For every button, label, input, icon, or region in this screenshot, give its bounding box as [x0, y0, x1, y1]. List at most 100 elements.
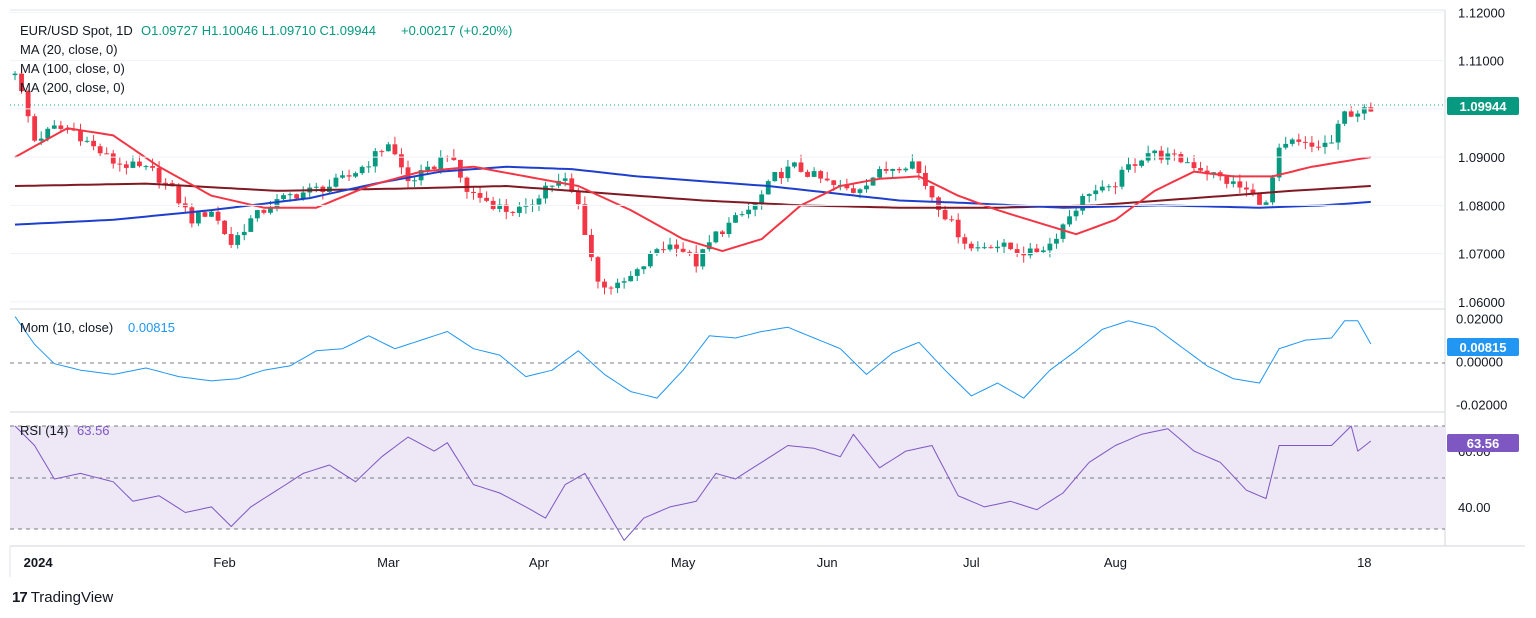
candle-body — [1289, 139, 1295, 144]
candle-body — [228, 234, 234, 245]
time-tick-label: 2024 — [24, 555, 54, 570]
candle-body — [58, 125, 64, 129]
candle-body — [995, 246, 1000, 249]
candle-body — [1368, 107, 1374, 112]
candle-body — [412, 180, 417, 182]
candle-body — [988, 247, 994, 249]
candle-body — [425, 166, 431, 171]
candle-body — [12, 73, 18, 76]
candle-body — [975, 247, 981, 249]
candle-body — [667, 244, 673, 250]
rsi-legend-label[interactable]: RSI (14) — [20, 423, 68, 438]
candle-body — [752, 203, 758, 210]
candle-body — [45, 128, 51, 139]
candle-body — [857, 189, 863, 193]
price-tick-label: 1.08000 — [1458, 198, 1505, 213]
candle-body — [772, 171, 778, 182]
candle-body — [628, 275, 634, 282]
candle-body — [824, 178, 830, 181]
candle-body — [739, 214, 745, 216]
candle-body — [97, 146, 103, 154]
candle-body — [471, 191, 476, 194]
candle-body — [209, 211, 214, 217]
ma20-line — [14, 127, 1371, 253]
candle-body — [281, 195, 286, 200]
candle-body — [647, 253, 653, 267]
candle-body — [680, 248, 686, 252]
price-tick-label: 1.12000 — [1458, 5, 1505, 20]
rsi-value-tag-text: 63.56 — [1467, 436, 1500, 451]
candle-body — [150, 166, 155, 168]
candle-body — [1099, 186, 1105, 191]
candle-body — [968, 243, 974, 249]
candle-body — [641, 266, 647, 270]
candle-body — [137, 161, 142, 167]
candle-body — [1047, 243, 1053, 251]
price-tick-label: 1.11000 — [1458, 54, 1504, 69]
candle-body — [621, 281, 627, 283]
candle-body — [844, 184, 850, 189]
candle-body — [949, 219, 955, 221]
candle-body — [1191, 162, 1197, 169]
candle-body — [117, 163, 123, 165]
candle-body — [746, 209, 751, 215]
candle-body — [1165, 153, 1171, 160]
candle-body — [1283, 143, 1289, 148]
moving-averages-layer — [14, 127, 1371, 253]
candle-body — [1348, 111, 1354, 117]
candle-body — [1067, 216, 1072, 225]
candle-body — [1329, 142, 1334, 144]
candle-body — [300, 192, 306, 199]
candle-body — [582, 204, 588, 235]
mom-legend: Mom (10, close) 0.00815 — [20, 320, 175, 335]
candle-body — [202, 212, 208, 217]
mom-value-tag-text: 0.00815 — [1460, 340, 1507, 355]
ma20-legend[interactable]: MA (20, close, 0) — [20, 42, 118, 57]
price-axis: 1.120001.110001.100001.090001.080001.070… — [10, 5, 1505, 310]
symbol-label[interactable]: EUR/USD Spot, 1D — [20, 23, 133, 38]
candle-body — [1152, 150, 1158, 154]
candle-body — [1086, 194, 1092, 196]
candle-body — [903, 168, 909, 171]
candle-body — [346, 175, 352, 177]
ma100-legend[interactable]: MA (100, close, 0) — [20, 61, 125, 76]
candle-body — [38, 138, 44, 141]
candle-body — [464, 177, 470, 192]
candle-body — [805, 171, 810, 177]
candle-body — [84, 140, 90, 142]
candle-body — [798, 162, 804, 172]
mom-legend-label[interactable]: Mom (10, close) — [20, 320, 113, 335]
momentum-line — [14, 316, 1372, 399]
candle-body — [241, 231, 247, 236]
candle-body — [359, 166, 365, 174]
candle-body — [1270, 177, 1275, 203]
candle-body — [1302, 141, 1308, 143]
time-tick-label: Feb — [213, 555, 235, 570]
price-tick-label: 1.07000 — [1458, 247, 1505, 262]
change-value: +0.00217 (+0.20%) — [401, 23, 512, 38]
candle-body — [340, 175, 345, 178]
tradingview-logo-text: TradingView — [30, 589, 114, 606]
ma200-legend[interactable]: MA (200, close, 0) — [20, 80, 125, 95]
rsi-tick-label: 40.00 — [1458, 500, 1491, 515]
candle-body — [536, 198, 542, 205]
candle-body — [438, 156, 444, 169]
candle-body — [1355, 113, 1361, 117]
candle-body — [1027, 248, 1033, 256]
candle-body — [123, 164, 129, 168]
candle-body — [1296, 139, 1302, 142]
panel-frames — [9, 9, 1525, 577]
candle-body — [1106, 186, 1112, 188]
candle-body — [1001, 242, 1007, 247]
candle-body — [733, 215, 738, 223]
candle-body — [1040, 250, 1046, 253]
candle-body — [294, 194, 300, 199]
mom-legend-value: 0.00815 — [128, 320, 175, 335]
candle-body — [25, 91, 31, 117]
candle-body — [720, 231, 725, 235]
candle-body — [254, 210, 260, 219]
tradingview-logo[interactable]: 17 TradingView — [12, 589, 113, 606]
time-tick-label: Mar — [377, 555, 400, 570]
